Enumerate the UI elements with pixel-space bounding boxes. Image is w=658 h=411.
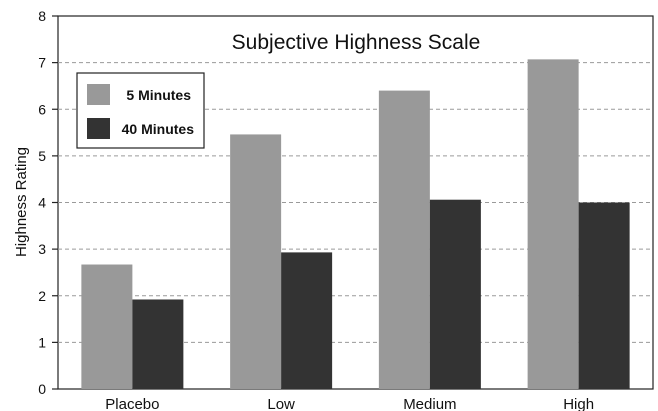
x-category-label: Medium — [403, 396, 456, 411]
bar-40-minutes-high — [578, 202, 630, 389]
legend-label-40-minutes: 40 Minutes — [122, 121, 195, 137]
y-tick-label: 8 — [38, 8, 46, 24]
legend-label-5-minutes: 5 Minutes — [126, 87, 191, 103]
bar-5-minutes-medium — [378, 90, 430, 389]
bar-5-minutes-low — [230, 134, 282, 389]
y-tick-label: 7 — [38, 55, 46, 71]
bar-40-minutes-low — [281, 252, 333, 389]
y-tick-label: 2 — [38, 288, 46, 304]
x-category-label: Placebo — [105, 396, 159, 411]
y-axis-title: Highness Rating — [13, 147, 30, 257]
y-axis-ticks: 0 1 2 3 4 5 6 7 8 — [38, 8, 58, 397]
bar-40-minutes-placebo — [132, 299, 184, 389]
x-axis-categories: Placebo Low Medium High — [105, 396, 594, 411]
legend-swatch-40-minutes — [87, 118, 110, 139]
bar-5-minutes-high — [527, 59, 579, 390]
legend: 5 Minutes 40 Minutes — [76, 72, 205, 149]
y-tick-label: 0 — [38, 381, 46, 397]
legend-swatch-5-minutes — [87, 84, 110, 105]
y-tick-label: 4 — [38, 195, 46, 211]
y-tick-label: 5 — [38, 148, 46, 164]
y-tick-label: 3 — [38, 241, 46, 257]
bar-40-minutes-medium — [429, 199, 481, 389]
y-tick-label: 6 — [38, 101, 46, 117]
y-tick-label: 1 — [38, 334, 46, 350]
x-category-label: Low — [267, 396, 295, 411]
chart-title: Subjective Highness Scale — [232, 31, 481, 54]
bars — [81, 59, 630, 390]
bar-5-minutes-placebo — [81, 264, 133, 389]
x-category-label: High — [563, 396, 594, 411]
